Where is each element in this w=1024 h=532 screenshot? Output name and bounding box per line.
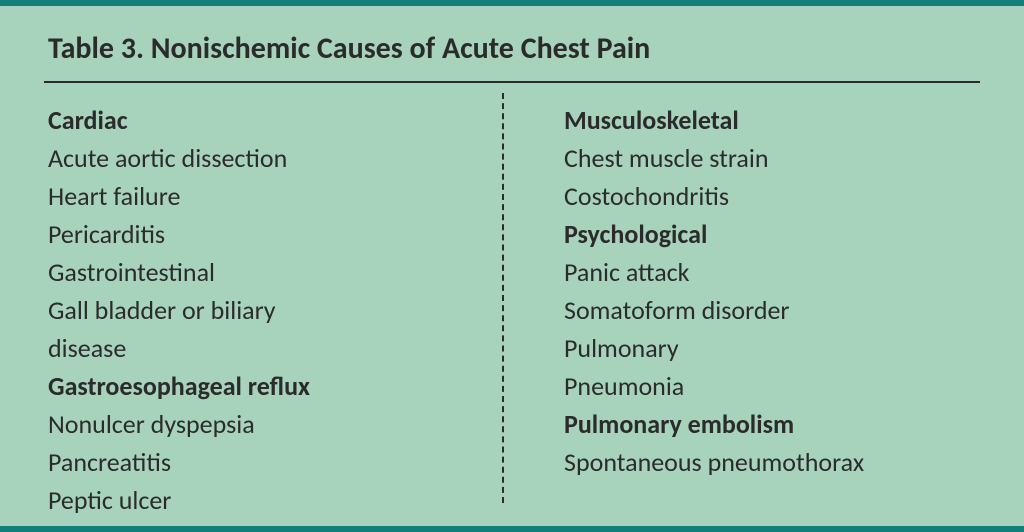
list-item: Heart failure [48, 177, 460, 215]
columns: CardiacAcute aortic dissectionHeart fail… [44, 93, 980, 503]
list-item: Costochondritis [564, 177, 976, 215]
list-item: Gall bladder or biliary [48, 291, 460, 329]
list-item: Pneumonia [564, 367, 976, 405]
list-item: Pulmonary [564, 329, 976, 367]
list-item: Gastrointestinal [48, 253, 460, 291]
table-title: Table 3. Nonischemic Causes of Acute Che… [44, 24, 980, 81]
column-right: MusculoskeletalChest muscle strainCostoc… [504, 93, 980, 503]
list-item: Psychological [564, 215, 976, 253]
list-item: Gastroesophageal reflux [48, 367, 460, 405]
title-rule [44, 81, 980, 83]
list-item: Panic attack [564, 253, 976, 291]
list-item: Cardiac [48, 101, 460, 139]
column-left: CardiacAcute aortic dissectionHeart fail… [44, 93, 502, 503]
list-item: Pericarditis [48, 215, 460, 253]
list-item: Somatoform disorder [564, 291, 976, 329]
list-item: Chest muscle strain [564, 139, 976, 177]
list-item: Pancreatitis [48, 443, 460, 481]
list-item: Spontaneous pneumothorax [564, 443, 976, 481]
list-item: disease [48, 329, 460, 367]
list-item: Peptic ulcer [48, 481, 460, 519]
list-item: Nonulcer dyspepsia [48, 405, 460, 443]
list-item: Musculoskeletal [564, 101, 976, 139]
list-item: Acute aortic dissection [48, 139, 460, 177]
table-panel: Table 3. Nonischemic Causes of Acute Che… [0, 0, 1024, 532]
list-item: Pulmonary embolism [564, 405, 976, 443]
